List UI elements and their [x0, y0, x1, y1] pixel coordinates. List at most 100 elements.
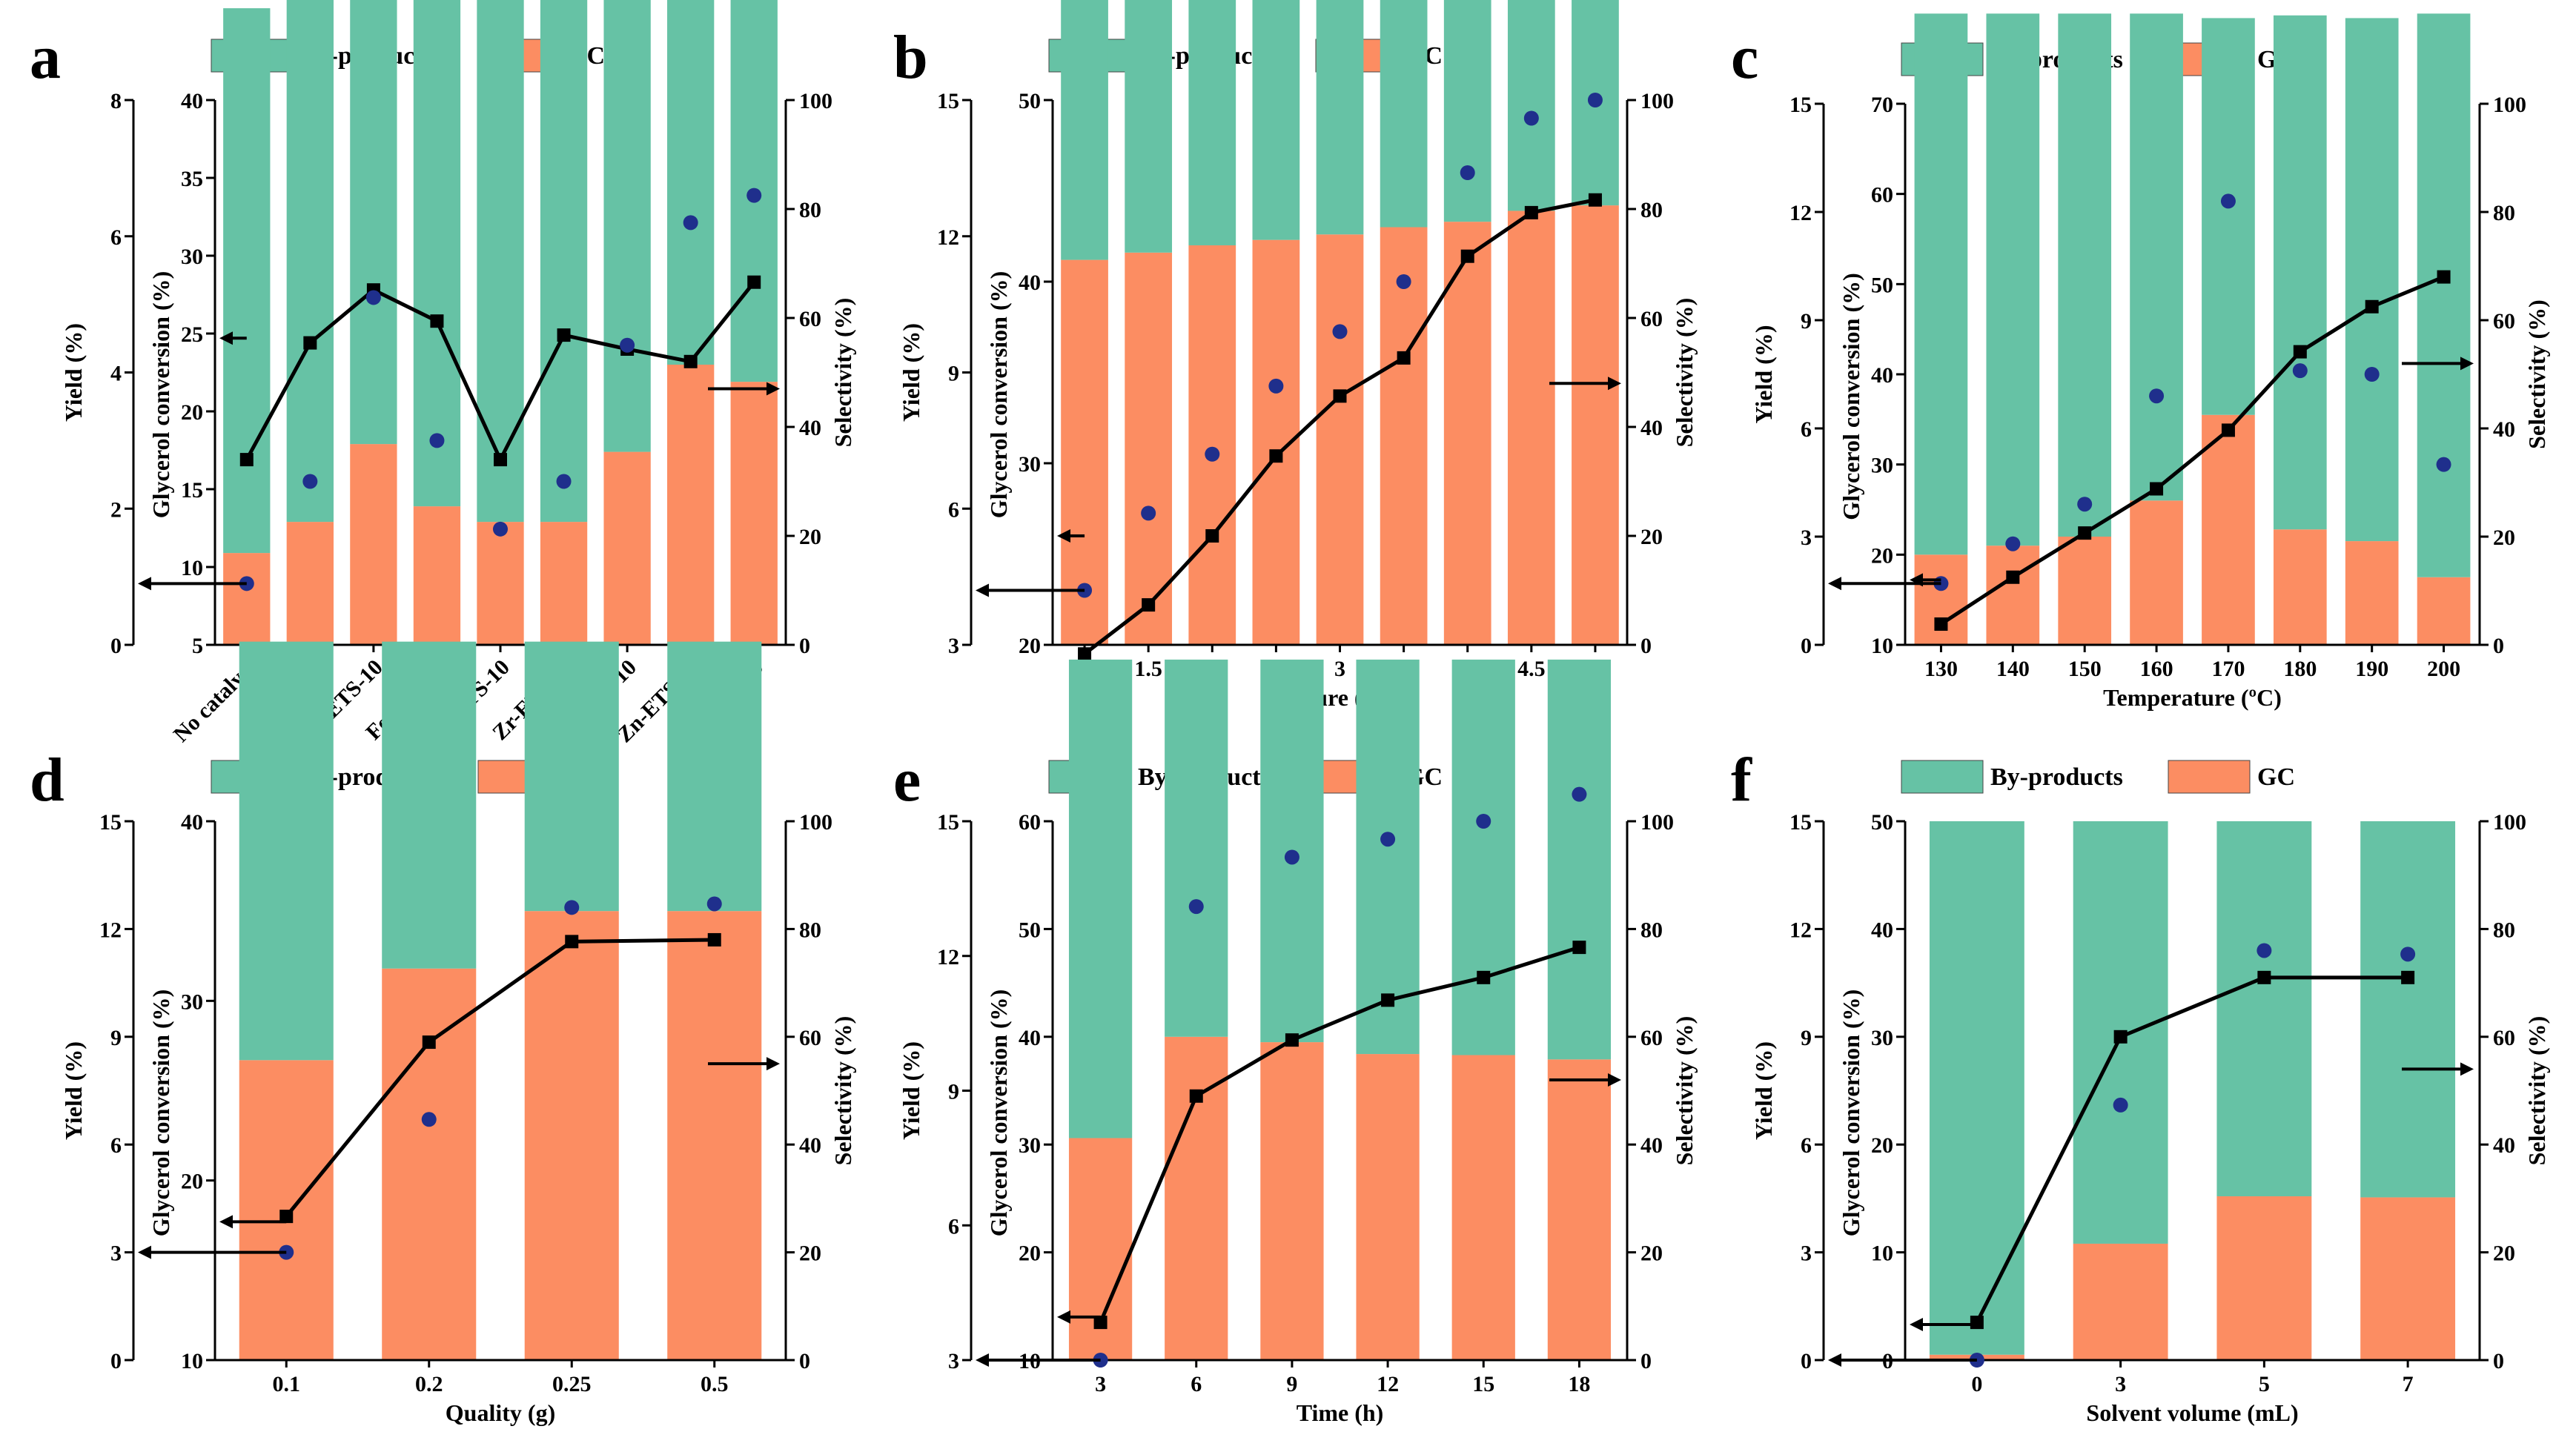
bar-byproducts	[1061, 0, 1108, 260]
panel-a: aBy-productsGCNo catalystETS-10Cu-ETS-10…	[30, 0, 856, 749]
x-tick-label: 3	[2115, 1372, 2126, 1396]
y-right-tick-label: 40	[799, 1133, 821, 1158]
y-outer-axis-label: Yield (%)	[1750, 1041, 1777, 1140]
y-inner-tick-label: 20	[1871, 1133, 1893, 1158]
yield-point	[620, 337, 635, 353]
x-tick-label: 150	[2068, 657, 2102, 681]
bar-byproducts	[350, 0, 397, 445]
left-arrow-head	[976, 583, 989, 597]
bar-byproducts	[1125, 0, 1173, 253]
y-right-tick-label: 20	[799, 1242, 821, 1266]
x-tick-label: 18	[1568, 1372, 1590, 1396]
yield-point	[1332, 324, 1348, 339]
bar-byproducts	[524, 641, 619, 912]
panel-letter: a	[30, 23, 61, 92]
bar-byproducts	[1507, 0, 1555, 211]
panel-letter: d	[30, 746, 64, 815]
y-inner-axis-label: Glycerol conversion (%)	[148, 989, 174, 1237]
yield-point	[2436, 457, 2451, 472]
y-right-axis-label: Selectivity (%)	[1671, 1016, 1698, 1166]
y-outer-tick-label: 9	[110, 1026, 122, 1050]
bar-byproducts	[1929, 821, 2024, 1355]
bar-gc	[2273, 529, 2327, 645]
x-tick-label: 12	[1377, 1372, 1399, 1396]
y-right-tick-label: 20	[1640, 525, 1663, 549]
conversion-point	[1477, 970, 1491, 984]
panel-letter: e	[893, 746, 921, 815]
bar-byproducts	[223, 8, 271, 554]
conversion-point	[707, 932, 721, 947]
bar-gc	[1188, 245, 1236, 645]
bar-byproducts	[1443, 0, 1491, 222]
left-arrow-head	[1910, 1318, 1923, 1332]
y-outer-axis-label: Yield (%)	[898, 323, 924, 422]
yield-point	[1380, 832, 1396, 847]
conversion-point	[1189, 1089, 1203, 1103]
y-right-tick-label: 0	[2493, 634, 2504, 658]
yield-point	[1205, 446, 1220, 462]
legend-swatch-gc	[2168, 760, 2251, 794]
y-outer-tick-label: 6	[110, 1133, 122, 1158]
left-arrow-head	[1828, 577, 1841, 591]
right-arrow-head	[2460, 357, 2474, 371]
y-inner-tick-label: 20	[181, 1170, 203, 1194]
conversion-point	[239, 453, 254, 467]
y-inner-tick-label: 40	[1019, 271, 1041, 295]
conversion-point	[303, 336, 317, 350]
yield-point	[2113, 1097, 2128, 1113]
yield-point	[493, 521, 508, 537]
left-arrow-head	[138, 1245, 151, 1259]
y-inner-tick-label: 20	[1871, 543, 1893, 568]
left-arrow-head	[219, 331, 233, 345]
x-tick-label: 9	[1286, 1372, 1297, 1396]
y-inner-tick-label: 40	[1871, 363, 1893, 388]
y-outer-tick-label: 6	[1801, 417, 1812, 442]
bar-byproducts	[477, 0, 524, 523]
panel-f: f By-products GC 0 3 5 7 Solvent volume (mL) 0 10…	[1731, 746, 2550, 1426]
bar-gc	[1547, 1059, 1612, 1360]
x-tick-label: 160	[2140, 657, 2173, 681]
bar-gc	[1443, 222, 1491, 645]
x-tick-label: 5	[2259, 1372, 2270, 1396]
conversion-point	[2150, 482, 2164, 496]
conversion-point	[2257, 970, 2271, 984]
bar-gc	[2073, 1243, 2168, 1360]
yield-point	[2077, 497, 2093, 512]
y-right-tick-label: 80	[1640, 198, 1663, 222]
y-right-tick-label: 40	[2493, 417, 2515, 442]
bar-gc	[1572, 205, 1619, 646]
y-right-tick-label: 40	[1640, 1133, 1663, 1158]
y-outer-axis-label: Yield (%)	[60, 323, 87, 422]
y-outer-tick-label: 3	[1801, 1242, 1812, 1266]
y-right-tick-label: 100	[799, 89, 832, 113]
bar-byproducts	[2058, 13, 2112, 537]
y-right-tick-label: 100	[2493, 810, 2526, 835]
x-tick-label: 7	[2403, 1372, 2414, 1396]
conversion-point	[1205, 529, 1219, 543]
x-axis-label: Quality (g)	[446, 1399, 555, 1426]
bar-byproducts	[1165, 659, 1228, 1037]
left-arrow-head	[976, 1353, 989, 1367]
right-arrow-head	[766, 1057, 780, 1071]
left-arrow-head	[1057, 1310, 1070, 1324]
y-right-tick-label: 60	[1640, 307, 1663, 331]
bar-byproducts	[1188, 0, 1236, 245]
conversion-point	[1572, 941, 1586, 955]
yield-point	[421, 1112, 437, 1127]
y-outer-tick-label: 2	[110, 497, 122, 522]
y-inner-axis-label: Glycerol conversion (%)	[985, 989, 1012, 1237]
yield-point	[2149, 388, 2165, 404]
y-inner-tick-label: 40	[181, 810, 203, 835]
y-outer-tick-label: 9	[948, 1080, 959, 1104]
y-right-tick-label: 80	[799, 198, 821, 222]
conversion-point	[1934, 617, 1948, 631]
y-right-tick-label: 0	[799, 1349, 810, 1373]
conversion-point	[2078, 526, 2092, 540]
conversion-point	[2401, 970, 2415, 984]
y-right-tick-label: 20	[1640, 1242, 1663, 1266]
x-tick-label: 0.25	[552, 1372, 592, 1396]
conversion-point	[557, 328, 571, 342]
y-outer-tick-label: 12	[1789, 201, 1812, 225]
bar-byproducts	[1380, 0, 1428, 228]
